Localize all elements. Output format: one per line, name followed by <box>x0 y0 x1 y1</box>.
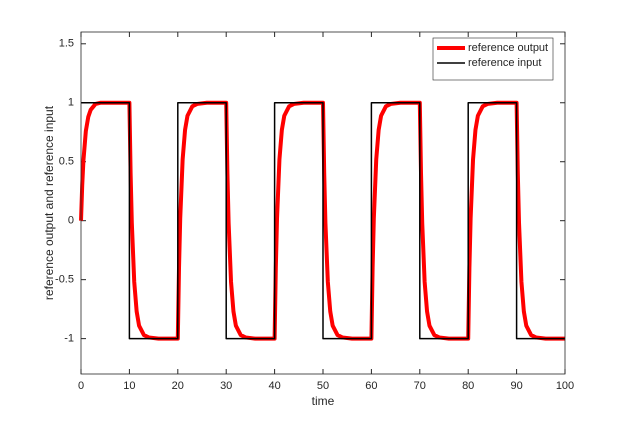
x-axis-label: time <box>312 394 335 408</box>
x-tick-label: 70 <box>414 380 426 392</box>
y-tick-label: -0.5 <box>55 274 74 286</box>
legend-label: reference input <box>468 57 541 69</box>
x-tick-label: 60 <box>365 380 377 392</box>
x-tick-label: 50 <box>317 380 329 392</box>
y-tick-label: 1.5 <box>59 38 74 50</box>
x-tick-label: 100 <box>556 380 574 392</box>
axes-box <box>80 31 566 375</box>
y-tick-label: 0.5 <box>59 156 74 168</box>
y-tick-label: 0 <box>68 215 74 227</box>
x-tick-label: 30 <box>220 380 232 392</box>
y-tick-label: 1 <box>68 97 74 109</box>
x-tick-label: 80 <box>462 380 474 392</box>
x-tick-label: 0 <box>78 380 84 392</box>
y-axis-label: reference output and reference input <box>42 105 56 300</box>
y-tick-label: -1 <box>64 333 74 345</box>
line <box>81 102 565 340</box>
legend-label: reference output <box>468 42 548 54</box>
x-tick-label: 90 <box>510 380 522 392</box>
legend-box <box>432 37 554 81</box>
x-tick-label: 20 <box>172 380 184 392</box>
x-tick-label: 40 <box>268 380 280 392</box>
x-tick-label: 10 <box>123 380 135 392</box>
